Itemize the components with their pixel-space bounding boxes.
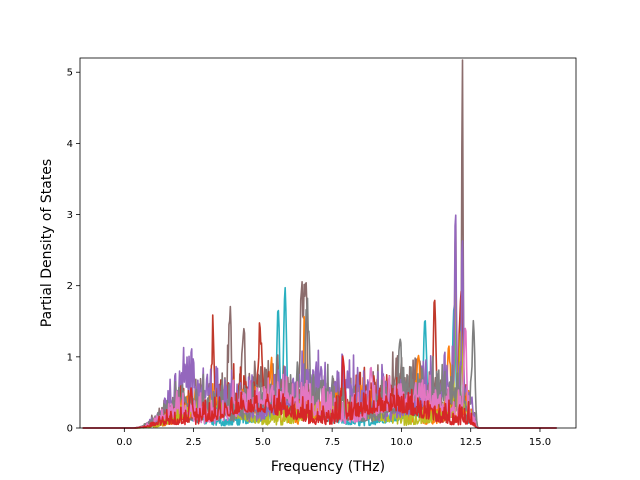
x-tick-label: 7.5 (324, 437, 340, 448)
y-tick-label: 3 (67, 210, 73, 221)
x-axis: 0.0 2.5 5.0 7.5 10.0 12.5 15.0 (116, 428, 551, 448)
y-tick-label: 4 (67, 139, 73, 150)
y-tick-label: 5 (67, 68, 73, 79)
y-tick-label: 1 (67, 352, 73, 363)
x-tick-label: 5.0 (255, 437, 271, 448)
y-axis-label: Partial Density of States (39, 159, 55, 327)
x-tick-label: 10.0 (390, 437, 412, 448)
y-axis: 0 1 2 3 4 5 (67, 68, 80, 435)
x-tick-label: 15.0 (529, 437, 551, 448)
y-tick-label: 2 (67, 281, 73, 292)
x-tick-label: 12.5 (460, 437, 482, 448)
x-tick-label: 2.5 (186, 437, 202, 448)
series-layer (82, 59, 557, 429)
y-tick-label: 0 (67, 424, 73, 435)
x-tick-label: 0.0 (116, 437, 132, 448)
x-axis-label: Frequency (THz) (271, 459, 385, 475)
plot-frame (79, 57, 577, 429)
